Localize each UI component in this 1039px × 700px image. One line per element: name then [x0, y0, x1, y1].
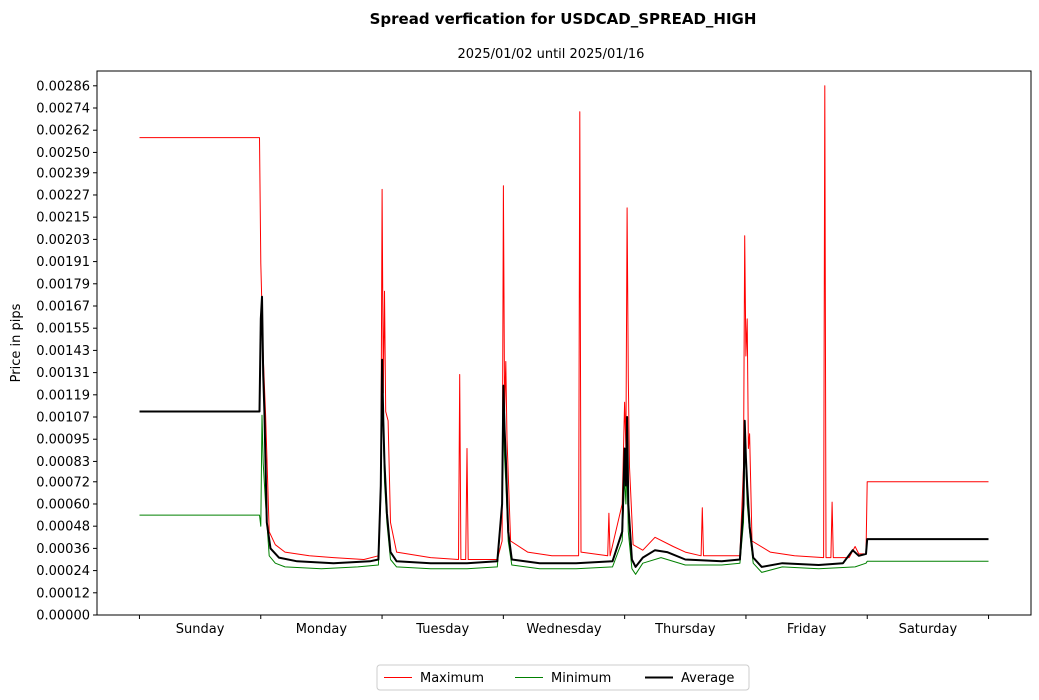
y-tick-label: 0.00143 — [36, 344, 90, 359]
y-tick-label: 0.00286 — [36, 79, 90, 94]
legend-label-maximum: Maximum — [420, 671, 484, 686]
y-axis-label: Price in pips — [9, 303, 24, 382]
plot-frame — [96, 70, 1032, 616]
series-line-average — [139, 295, 989, 568]
y-tick-label: 0.00250 — [36, 146, 90, 161]
x-tick-label: Monday — [296, 622, 348, 637]
x-tick-label: Tuesday — [415, 622, 469, 637]
x-tick-label: Friday — [787, 622, 827, 637]
y-tick-label: 0.00036 — [36, 542, 90, 557]
chart-subtitle: 2025/01/02 until 2025/01/16 — [458, 47, 645, 62]
y-tick-label: 0.00072 — [36, 475, 90, 490]
x-tick-label: Sunday — [176, 622, 225, 637]
y-tick-label: 0.00191 — [36, 255, 90, 270]
y-tick-label: 0.00155 — [36, 322, 90, 337]
series-line-maximum — [139, 85, 989, 560]
x-tick-label: Wednesday — [526, 622, 602, 637]
plot-area: 0.00000 0.00012 0.00024 0.00036 0.00048 0.000… — [36, 70, 1032, 637]
y-tick-label: 0.00024 — [36, 564, 90, 579]
y-tick-label: 0.00107 — [36, 411, 90, 426]
chart-title: Spread verfication for USDCAD_SPREAD_HIG… — [370, 10, 757, 28]
y-tick-label: 0.00048 — [36, 520, 90, 535]
legend-label-minimum: Minimum — [551, 671, 611, 686]
y-tick-label: 0.00179 — [36, 277, 90, 292]
y-tick-label: 0.00203 — [36, 233, 90, 248]
y-tick-label: 0.00227 — [36, 188, 90, 203]
y-tick-label: 0.00274 — [36, 102, 90, 117]
y-tick-label: 0.00131 — [36, 366, 90, 381]
legend-box — [376, 664, 750, 691]
y-tick-label: 0.00119 — [36, 388, 90, 403]
legend-label-average: Average — [681, 671, 734, 686]
y-tick-label: 0.00012 — [36, 586, 90, 601]
y-tick-label: 0.00215 — [36, 211, 90, 226]
y-tick-label: 0.00060 — [36, 497, 90, 512]
y-tick-label: 0.00262 — [36, 124, 90, 139]
x-tick-label: Thursday — [654, 622, 716, 637]
y-tick-label: 0.00239 — [36, 166, 90, 181]
y-tick-label: 0.00167 — [36, 299, 90, 314]
y-tick-label: 0.00095 — [36, 433, 90, 448]
y-tick-label: 0.00083 — [36, 455, 90, 470]
y-tick-label: 0.00000 — [36, 609, 90, 624]
series-line-minimum — [139, 374, 989, 575]
x-tick-label: Saturday — [899, 622, 958, 637]
legend: Maximum Minimum Average — [376, 664, 750, 691]
